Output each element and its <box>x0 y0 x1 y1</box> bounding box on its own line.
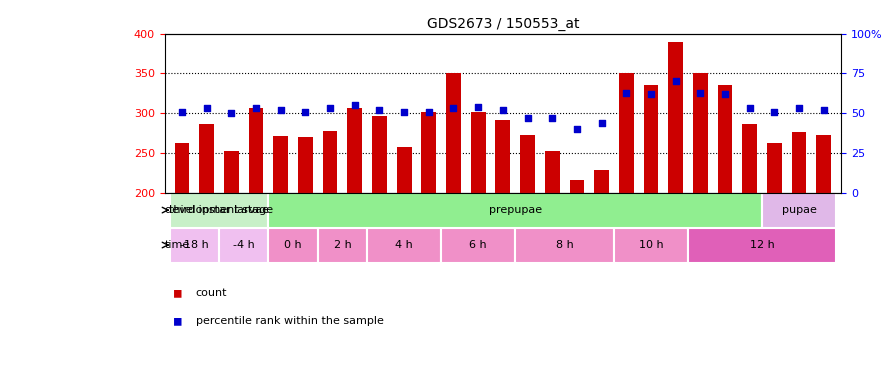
Point <box>471 104 485 110</box>
Point <box>298 109 312 115</box>
Point <box>521 115 535 121</box>
Point <box>570 126 584 132</box>
Bar <box>323 130 337 193</box>
Point <box>742 105 756 111</box>
Text: prepupae: prepupae <box>489 205 542 215</box>
Point <box>767 109 781 115</box>
Bar <box>767 142 781 193</box>
Point <box>174 109 189 115</box>
Point <box>643 91 658 97</box>
Bar <box>446 74 461 193</box>
Point <box>323 105 337 111</box>
Bar <box>248 108 263 193</box>
Bar <box>742 123 757 193</box>
Bar <box>397 147 411 193</box>
Point <box>817 107 831 113</box>
Bar <box>298 137 312 193</box>
Text: -4 h: -4 h <box>233 240 255 250</box>
Text: development stage: development stage <box>165 205 273 215</box>
Bar <box>520 135 535 193</box>
Point <box>668 78 683 84</box>
Bar <box>619 74 634 193</box>
Bar <box>762 193 836 228</box>
Point <box>792 105 806 111</box>
Bar <box>174 142 190 193</box>
Text: 4 h: 4 h <box>395 240 413 250</box>
Bar <box>545 150 560 193</box>
Point <box>372 107 386 113</box>
Point <box>545 115 559 121</box>
Text: 10 h: 10 h <box>639 240 663 250</box>
Bar <box>347 108 362 193</box>
Text: 2 h: 2 h <box>334 240 352 250</box>
Point <box>447 105 461 111</box>
Bar <box>693 74 708 193</box>
Bar <box>441 228 515 262</box>
Point <box>496 107 510 113</box>
Point <box>422 109 436 115</box>
Bar <box>515 228 614 262</box>
Bar <box>268 193 762 228</box>
Bar <box>643 86 659 193</box>
Bar <box>792 132 806 193</box>
Bar <box>170 228 219 262</box>
Bar <box>496 120 510 193</box>
Bar <box>367 228 441 262</box>
Text: 6 h: 6 h <box>469 240 487 250</box>
Point <box>718 91 732 97</box>
Title: GDS2673 / 150553_at: GDS2673 / 150553_at <box>426 17 579 32</box>
Text: ■: ■ <box>174 314 181 327</box>
Bar <box>170 193 268 228</box>
Bar <box>318 228 367 262</box>
Bar <box>219 228 268 262</box>
Point <box>348 102 362 108</box>
Point <box>249 105 263 111</box>
Point <box>199 105 214 111</box>
Bar <box>421 112 436 193</box>
Point <box>693 90 708 96</box>
Point <box>595 120 609 126</box>
Text: third instar larvae: third instar larvae <box>169 205 269 215</box>
Bar <box>688 228 836 262</box>
Text: ■: ■ <box>174 286 181 299</box>
Bar <box>199 123 214 193</box>
Bar <box>614 228 688 262</box>
Text: 8 h: 8 h <box>555 240 573 250</box>
Bar <box>816 135 831 193</box>
Point <box>224 110 239 116</box>
Point <box>619 90 634 96</box>
Text: pupae: pupae <box>781 205 816 215</box>
Bar <box>595 170 609 193</box>
Bar <box>471 112 486 193</box>
Text: 12 h: 12 h <box>749 240 774 250</box>
Bar <box>273 136 288 193</box>
Text: percentile rank within the sample: percentile rank within the sample <box>196 316 384 326</box>
Point <box>397 109 411 115</box>
Text: -18 h: -18 h <box>180 240 208 250</box>
Bar <box>668 42 683 193</box>
Bar <box>372 116 387 193</box>
Text: 0 h: 0 h <box>284 240 302 250</box>
Bar <box>717 86 732 193</box>
Point <box>273 107 287 113</box>
Text: count: count <box>196 288 227 297</box>
Bar <box>268 228 318 262</box>
Bar <box>224 150 239 193</box>
Bar <box>570 180 585 193</box>
Text: time: time <box>165 240 190 250</box>
